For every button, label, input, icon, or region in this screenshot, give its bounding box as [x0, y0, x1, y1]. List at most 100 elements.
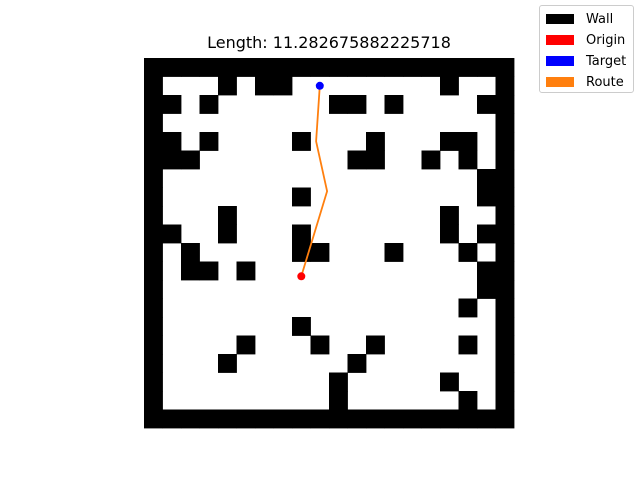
wall-cell — [255, 58, 274, 77]
wall-cell — [384, 409, 404, 429]
wall-cell — [236, 335, 256, 355]
wall-cell — [218, 409, 237, 429]
wall-cell — [495, 187, 515, 207]
wall-cell — [347, 354, 367, 373]
legend-item-route: Route — [546, 73, 624, 91]
wall-cell — [440, 76, 459, 96]
wall-cell — [292, 317, 311, 336]
wall-cell — [366, 132, 385, 151]
wall-cell — [144, 261, 163, 281]
wall-cell — [144, 372, 163, 392]
wall-cell — [273, 58, 293, 77]
wall-cell — [144, 317, 163, 336]
wall-cell — [329, 391, 348, 410]
wall-cell — [495, 132, 515, 151]
wall-cell — [218, 354, 237, 373]
wall-cell — [199, 132, 219, 151]
wall-cell — [477, 261, 496, 281]
wall-cell — [329, 58, 348, 77]
wall-cell — [495, 169, 515, 188]
wall-cell — [199, 95, 219, 114]
wall-cell — [310, 335, 330, 355]
wall-cell — [144, 76, 163, 96]
wall-cell — [458, 132, 478, 151]
chart-title: Length: 11.282675882225718 — [207, 33, 451, 52]
wall-cell — [162, 132, 182, 151]
wall-cell — [144, 187, 163, 207]
wall-cell — [495, 150, 515, 170]
wall-cell — [495, 243, 515, 262]
wall-cell — [144, 335, 163, 355]
legend: Wall Origin Target Route — [539, 5, 634, 93]
target-swatch — [546, 56, 574, 66]
wall-cell — [199, 261, 219, 281]
wall-cell — [440, 409, 459, 429]
wall-cell — [273, 76, 293, 96]
wall-cell — [292, 132, 311, 151]
wall-cell — [144, 224, 163, 244]
wall-cell — [495, 335, 515, 355]
wall-cell — [144, 298, 163, 318]
wall-cell — [495, 113, 515, 133]
wall-cell — [495, 317, 515, 336]
wall-cell — [144, 150, 163, 170]
wall-cell — [366, 150, 385, 170]
wall-cell — [421, 409, 441, 429]
legend-item-wall: Wall — [546, 10, 613, 28]
wall-cell — [292, 224, 311, 244]
wall-cell — [144, 409, 163, 429]
wall-cell — [162, 409, 182, 429]
wall-cell — [181, 243, 200, 262]
wall-cell — [199, 409, 219, 429]
wall-cell — [292, 58, 311, 77]
wall-cell — [162, 224, 182, 244]
wall-cell — [144, 280, 163, 299]
wall-cell — [144, 58, 163, 77]
origin-marker — [297, 272, 306, 281]
wall-cell — [310, 243, 330, 262]
wall-cell — [458, 409, 478, 429]
legend-item-origin: Origin — [546, 31, 625, 49]
wall-cell — [162, 95, 182, 114]
wall-cell — [292, 187, 311, 207]
wall-cell — [495, 354, 515, 373]
wall-cell — [273, 409, 293, 429]
wall-cell — [477, 280, 496, 299]
wall-cell — [255, 76, 274, 96]
wall-swatch — [546, 14, 574, 24]
wall-cell — [384, 95, 404, 114]
wall-cell — [236, 261, 256, 281]
wall-cell — [477, 224, 496, 244]
wall-cell — [144, 95, 163, 114]
wall-cell — [495, 206, 515, 225]
wall-cell — [495, 280, 515, 299]
wall-cell — [440, 58, 459, 77]
wall-cell — [218, 224, 237, 244]
wall-cell — [384, 58, 404, 77]
wall-cell — [458, 243, 478, 262]
wall-cell — [477, 187, 496, 207]
wall-cell — [495, 391, 515, 410]
wall-cell — [440, 132, 459, 151]
wall-cell — [162, 150, 182, 170]
route-swatch — [546, 77, 574, 87]
wall-cell — [144, 206, 163, 225]
wall-cell — [458, 335, 478, 355]
wall-cell — [181, 58, 200, 77]
wall-cell — [144, 354, 163, 373]
wall-cell — [236, 409, 256, 429]
wall-cell — [458, 150, 478, 170]
wall-cell — [495, 95, 515, 114]
origin-swatch — [546, 35, 574, 45]
wall-cell — [477, 95, 496, 114]
wall-cell — [236, 58, 256, 77]
wall-cell — [421, 58, 441, 77]
wall-cell — [366, 58, 385, 77]
wall-cell — [421, 150, 441, 170]
route-path — [300, 85, 329, 277]
wall-cell — [440, 372, 459, 392]
wall-cell — [477, 169, 496, 188]
legend-item-target: Target — [546, 52, 626, 70]
wall-cell — [347, 150, 367, 170]
wall-cell — [218, 76, 237, 96]
